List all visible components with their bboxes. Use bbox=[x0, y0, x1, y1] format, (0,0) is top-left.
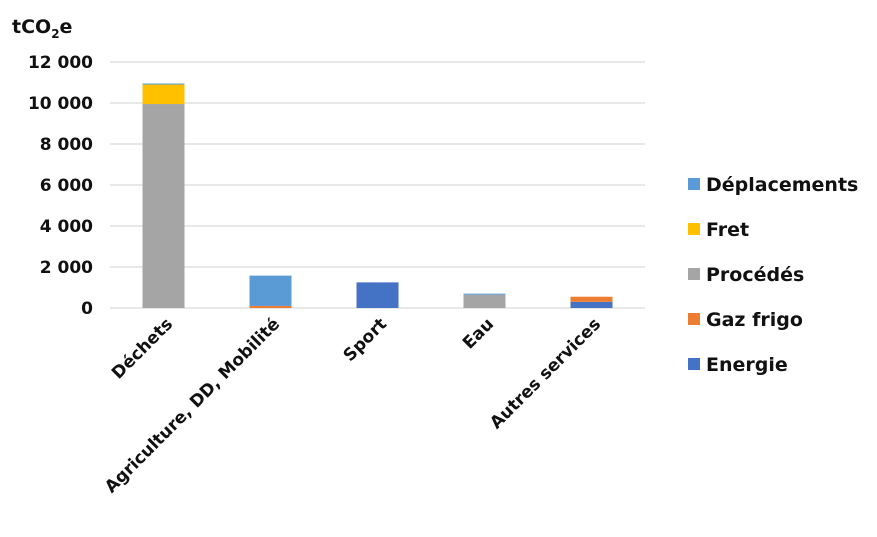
bar-segment bbox=[142, 104, 185, 309]
bar-segment bbox=[463, 293, 506, 295]
y-axis-ticks: 0 2 000 4 000 6 000 8 000 10 000 12 000 bbox=[28, 53, 93, 319]
x-category-label: Eau bbox=[459, 314, 498, 353]
legend-swatch bbox=[688, 358, 700, 370]
bar-segment bbox=[249, 305, 292, 308]
y-tick-label: 2 000 bbox=[40, 258, 93, 278]
y-tick-label: 10 000 bbox=[28, 94, 93, 114]
legend-swatch bbox=[688, 178, 700, 190]
bar-segment bbox=[463, 294, 506, 308]
y-tick-label: 8 000 bbox=[40, 135, 93, 155]
bars bbox=[142, 83, 613, 309]
bar-segment bbox=[356, 282, 399, 308]
y-tick-label: 6 000 bbox=[40, 176, 93, 196]
legend-label: Déplacements bbox=[706, 174, 858, 196]
legend: Déplacements Fret Procédés Gaz frigo Energie bbox=[688, 174, 858, 376]
bar-segment bbox=[570, 301, 613, 308]
y-tick-label: 4 000 bbox=[40, 217, 93, 237]
y-axis-unit-label: tCO2e bbox=[12, 16, 72, 41]
bar-segment bbox=[142, 83, 185, 85]
x-category-label: Autres services bbox=[486, 314, 605, 433]
bar-segment bbox=[570, 296, 613, 302]
y-tick-label: 12 000 bbox=[28, 53, 93, 73]
legend-label: Procédés bbox=[706, 264, 804, 286]
y-tick-label: 0 bbox=[81, 299, 93, 319]
x-category-label: Déchets bbox=[108, 314, 177, 383]
x-category-label: Agriculture, DD, Mobilité bbox=[101, 314, 284, 497]
legend-label: Fret bbox=[706, 219, 749, 241]
gridlines bbox=[110, 61, 645, 309]
legend-label: Energie bbox=[706, 354, 788, 376]
legend-label: Gaz frigo bbox=[706, 309, 803, 331]
legend-swatch bbox=[688, 313, 700, 325]
x-category-label: Sport bbox=[340, 314, 391, 365]
legend-swatch bbox=[688, 268, 700, 280]
bar-segment bbox=[249, 275, 292, 306]
legend-swatch bbox=[688, 223, 700, 235]
bar-segment bbox=[142, 84, 185, 105]
